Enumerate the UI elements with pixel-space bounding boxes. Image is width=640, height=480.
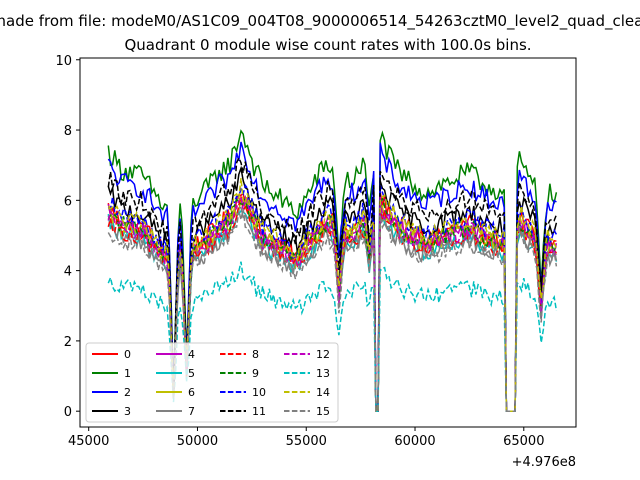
legend-label-8: 8: [252, 348, 259, 361]
legend-label-6: 6: [188, 386, 195, 399]
legend-label-0: 0: [124, 348, 131, 361]
figure-suptitle: Plot made from file: modeM0/AS1C09_004T0…: [0, 12, 640, 31]
y-tick-label: 8: [64, 124, 72, 139]
legend-label-11: 11: [252, 405, 266, 418]
series-line-14: [108, 178, 558, 412]
series-line-13: [107, 261, 558, 412]
series-line-10: [108, 183, 558, 412]
legend-label-15: 15: [316, 405, 330, 418]
legend-label-2: 2: [124, 386, 131, 399]
x-tick-label: 55000: [286, 434, 327, 449]
legend-label-9: 9: [252, 367, 259, 380]
legend-label-12: 12: [316, 348, 330, 361]
legend-label-14: 14: [316, 386, 330, 399]
y-tick-label: 6: [64, 194, 72, 209]
x-tick-label: 60000: [394, 434, 435, 449]
series-line-15: [107, 208, 558, 412]
legend-box: [85, 342, 339, 423]
legend-label-1: 1: [124, 367, 131, 380]
series-line-11: [107, 156, 558, 412]
x-tick-label: 50000: [177, 434, 218, 449]
x-tick-label: 65000: [503, 434, 544, 449]
legend-label-3: 3: [124, 405, 131, 418]
y-tick-label: 2: [64, 335, 72, 350]
legend-label-13: 13: [316, 367, 330, 380]
legend-label-4: 4: [188, 348, 195, 361]
legend-label-7: 7: [188, 405, 195, 418]
x-tick-label: 45000: [68, 434, 109, 449]
y-tick-label: 0: [64, 405, 72, 420]
x-offset-label: +4.976e8: [512, 455, 576, 470]
legend-label-5: 5: [188, 367, 195, 380]
legend-label-10: 10: [252, 386, 266, 399]
plot-frame: [79, 57, 577, 428]
x-axis: 45000 50000 55000 60000 65000: [68, 427, 544, 449]
y-axis: 0 2 4 6 8 10: [55, 54, 80, 420]
y-tick-label: 4: [64, 265, 72, 280]
chart-title: Quadrant 0 module wise count rates with …: [124, 36, 531, 54]
y-tick-label: 10: [55, 54, 72, 69]
series-layer: [107, 129, 558, 412]
